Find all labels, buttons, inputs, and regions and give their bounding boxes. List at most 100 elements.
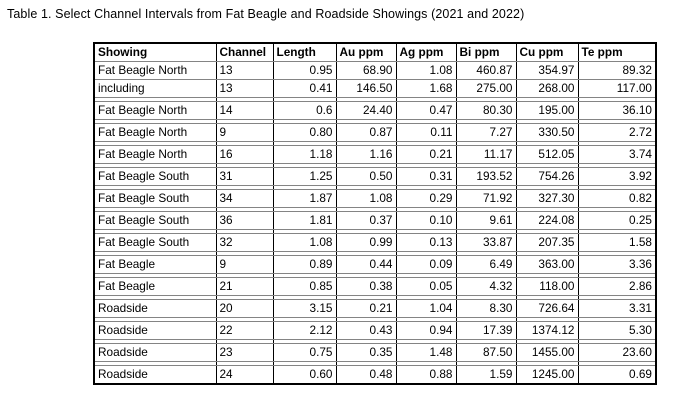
cell-au-ppm: 1.16 bbox=[335, 145, 397, 164]
cell-te-ppm: 3.92 bbox=[577, 167, 657, 186]
cell-channel: 36 bbox=[215, 211, 274, 230]
cell-length: 0.6 bbox=[272, 101, 337, 120]
column-header-au-ppm: Au ppm bbox=[335, 42, 397, 62]
cell-cu-ppm: 207.35 bbox=[515, 233, 579, 252]
cell-ag-ppm: 0.09 bbox=[395, 255, 457, 274]
header-row: Showing Channel Length Au ppm Ag ppm Bi … bbox=[93, 42, 657, 62]
cell-au-ppm: 1.08 bbox=[335, 189, 397, 208]
cell-te-ppm: 117.00 bbox=[577, 79, 657, 98]
cell-te-ppm: 1.58 bbox=[577, 233, 657, 252]
table-title: Table 1. Select Channel Intervals from F… bbox=[7, 7, 525, 21]
cell-ag-ppm: 0.21 bbox=[395, 145, 457, 164]
column-header-channel: Channel bbox=[215, 42, 274, 62]
table-row: Fat Beagle South 31 1.25 0.50 0.31 193.5… bbox=[93, 167, 657, 186]
cell-te-ppm: 3.31 bbox=[577, 299, 657, 318]
cell-te-ppm: 5.30 bbox=[577, 321, 657, 340]
cell-te-ppm: 89.32 bbox=[577, 61, 657, 80]
cell-length: 1.81 bbox=[272, 211, 337, 230]
cell-length: 0.95 bbox=[272, 61, 337, 80]
cell-showing: Roadside bbox=[93, 343, 217, 362]
cell-showing: Roadside bbox=[93, 299, 217, 318]
cell-bi-ppm: 6.49 bbox=[455, 255, 517, 274]
cell-ag-ppm: 0.94 bbox=[395, 321, 457, 340]
cell-channel: 9 bbox=[215, 123, 274, 142]
table-row: Fat Beagle North 9 0.80 0.87 0.11 7.27 3… bbox=[93, 123, 657, 142]
cell-au-ppm: 0.50 bbox=[335, 167, 397, 186]
cell-showing: Fat Beagle North bbox=[93, 101, 217, 120]
cell-bi-ppm: 275.00 bbox=[455, 79, 517, 98]
table-row: Fat Beagle North 16 1.18 1.16 0.21 11.17… bbox=[93, 145, 657, 164]
cell-cu-ppm: 1455.00 bbox=[515, 343, 579, 362]
cell-au-ppm: 0.44 bbox=[335, 255, 397, 274]
cell-length: 0.60 bbox=[272, 365, 337, 385]
cell-length: 0.89 bbox=[272, 255, 337, 274]
cell-cu-ppm: 1245.00 bbox=[515, 365, 579, 385]
cell-bi-ppm: 11.17 bbox=[455, 145, 517, 164]
cell-showing: Roadside bbox=[93, 365, 217, 385]
table-row: Roadside 20 3.15 0.21 1.04 8.30 726.64 3… bbox=[93, 299, 657, 318]
cell-te-ppm: 3.36 bbox=[577, 255, 657, 274]
cell-showing: Fat Beagle North bbox=[93, 145, 217, 164]
cell-bi-ppm: 9.61 bbox=[455, 211, 517, 230]
cell-au-ppm: 146.50 bbox=[335, 79, 397, 98]
cell-au-ppm: 0.37 bbox=[335, 211, 397, 230]
cell-ag-ppm: 0.31 bbox=[395, 167, 457, 186]
cell-showing: Fat Beagle North bbox=[93, 61, 217, 80]
cell-showing: Fat Beagle bbox=[93, 277, 217, 296]
cell-cu-ppm: 363.00 bbox=[515, 255, 579, 274]
cell-ag-ppm: 0.10 bbox=[395, 211, 457, 230]
cell-au-ppm: 0.38 bbox=[335, 277, 397, 296]
cell-ag-ppm: 0.47 bbox=[395, 101, 457, 120]
table-row: Fat Beagle South 32 1.08 0.99 0.13 33.87… bbox=[93, 233, 657, 252]
cell-showing: Fat Beagle South bbox=[93, 167, 217, 186]
cell-channel: 13 bbox=[215, 79, 274, 98]
cell-cu-ppm: 118.00 bbox=[515, 277, 579, 296]
cell-ag-ppm: 1.04 bbox=[395, 299, 457, 318]
cell-bi-ppm: 71.92 bbox=[455, 189, 517, 208]
cell-channel: 9 bbox=[215, 255, 274, 274]
cell-length: 0.75 bbox=[272, 343, 337, 362]
cell-au-ppm: 68.90 bbox=[335, 61, 397, 80]
cell-au-ppm: 24.40 bbox=[335, 101, 397, 120]
cell-cu-ppm: 195.00 bbox=[515, 101, 579, 120]
cell-te-ppm: 0.82 bbox=[577, 189, 657, 208]
cell-au-ppm: 0.21 bbox=[335, 299, 397, 318]
cell-bi-ppm: 7.27 bbox=[455, 123, 517, 142]
column-header-showing: Showing bbox=[93, 42, 217, 62]
cell-length: 0.80 bbox=[272, 123, 337, 142]
cell-te-ppm: 0.69 bbox=[577, 365, 657, 385]
cell-channel: 13 bbox=[215, 61, 274, 80]
cell-cu-ppm: 1374.12 bbox=[515, 321, 579, 340]
cell-channel: 22 bbox=[215, 321, 274, 340]
cell-ag-ppm: 1.48 bbox=[395, 343, 457, 362]
cell-showing: Fat Beagle North bbox=[93, 123, 217, 142]
cell-bi-ppm: 87.50 bbox=[455, 343, 517, 362]
cell-te-ppm: 2.86 bbox=[577, 277, 657, 296]
cell-ag-ppm: 1.08 bbox=[395, 61, 457, 80]
column-header-cu-ppm: Cu ppm bbox=[515, 42, 579, 62]
cell-cu-ppm: 268.00 bbox=[515, 79, 579, 98]
cell-showing: Fat Beagle South bbox=[93, 189, 217, 208]
column-header-length: Length bbox=[272, 42, 337, 62]
cell-length: 1.18 bbox=[272, 145, 337, 164]
cell-ag-ppm: 0.13 bbox=[395, 233, 457, 252]
cell-length: 0.41 bbox=[272, 79, 337, 98]
cell-au-ppm: 0.99 bbox=[335, 233, 397, 252]
table-row: Roadside 24 0.60 0.48 0.88 1.59 1245.00 … bbox=[93, 365, 657, 385]
cell-cu-ppm: 726.64 bbox=[515, 299, 579, 318]
column-header-te-ppm: Te ppm bbox=[577, 42, 657, 62]
cell-cu-ppm: 330.50 bbox=[515, 123, 579, 142]
cell-length: 0.85 bbox=[272, 277, 337, 296]
column-header-ag-ppm: Ag ppm bbox=[395, 42, 457, 62]
cell-showing: Fat Beagle South bbox=[93, 211, 217, 230]
cell-channel: 16 bbox=[215, 145, 274, 164]
cell-te-ppm: 23.60 bbox=[577, 343, 657, 362]
cell-au-ppm: 0.87 bbox=[335, 123, 397, 142]
cell-showing: including bbox=[93, 79, 217, 98]
cell-bi-ppm: 4.32 bbox=[455, 277, 517, 296]
cell-cu-ppm: 512.05 bbox=[515, 145, 579, 164]
separator-row bbox=[93, 141, 657, 146]
cell-ag-ppm: 0.29 bbox=[395, 189, 457, 208]
cell-te-ppm: 36.10 bbox=[577, 101, 657, 120]
cell-channel: 32 bbox=[215, 233, 274, 252]
